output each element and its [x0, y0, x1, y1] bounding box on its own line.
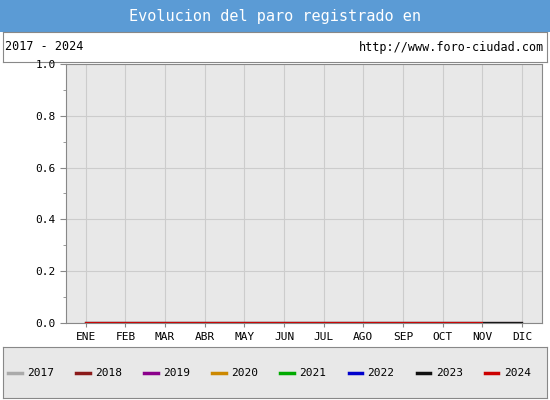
- Text: Evolucion del paro registrado en: Evolucion del paro registrado en: [129, 8, 421, 24]
- Text: 2021: 2021: [300, 368, 327, 378]
- Text: 2017: 2017: [28, 368, 54, 378]
- Text: 2018: 2018: [95, 368, 122, 378]
- Text: 2020: 2020: [232, 368, 258, 378]
- Text: 2022: 2022: [367, 368, 394, 378]
- Text: http://www.foro-ciudad.com: http://www.foro-ciudad.com: [359, 40, 544, 54]
- Text: 2017 - 2024: 2017 - 2024: [6, 40, 84, 54]
- Text: 2023: 2023: [436, 368, 463, 378]
- Text: 2019: 2019: [163, 368, 190, 378]
- Text: 2024: 2024: [504, 368, 531, 378]
